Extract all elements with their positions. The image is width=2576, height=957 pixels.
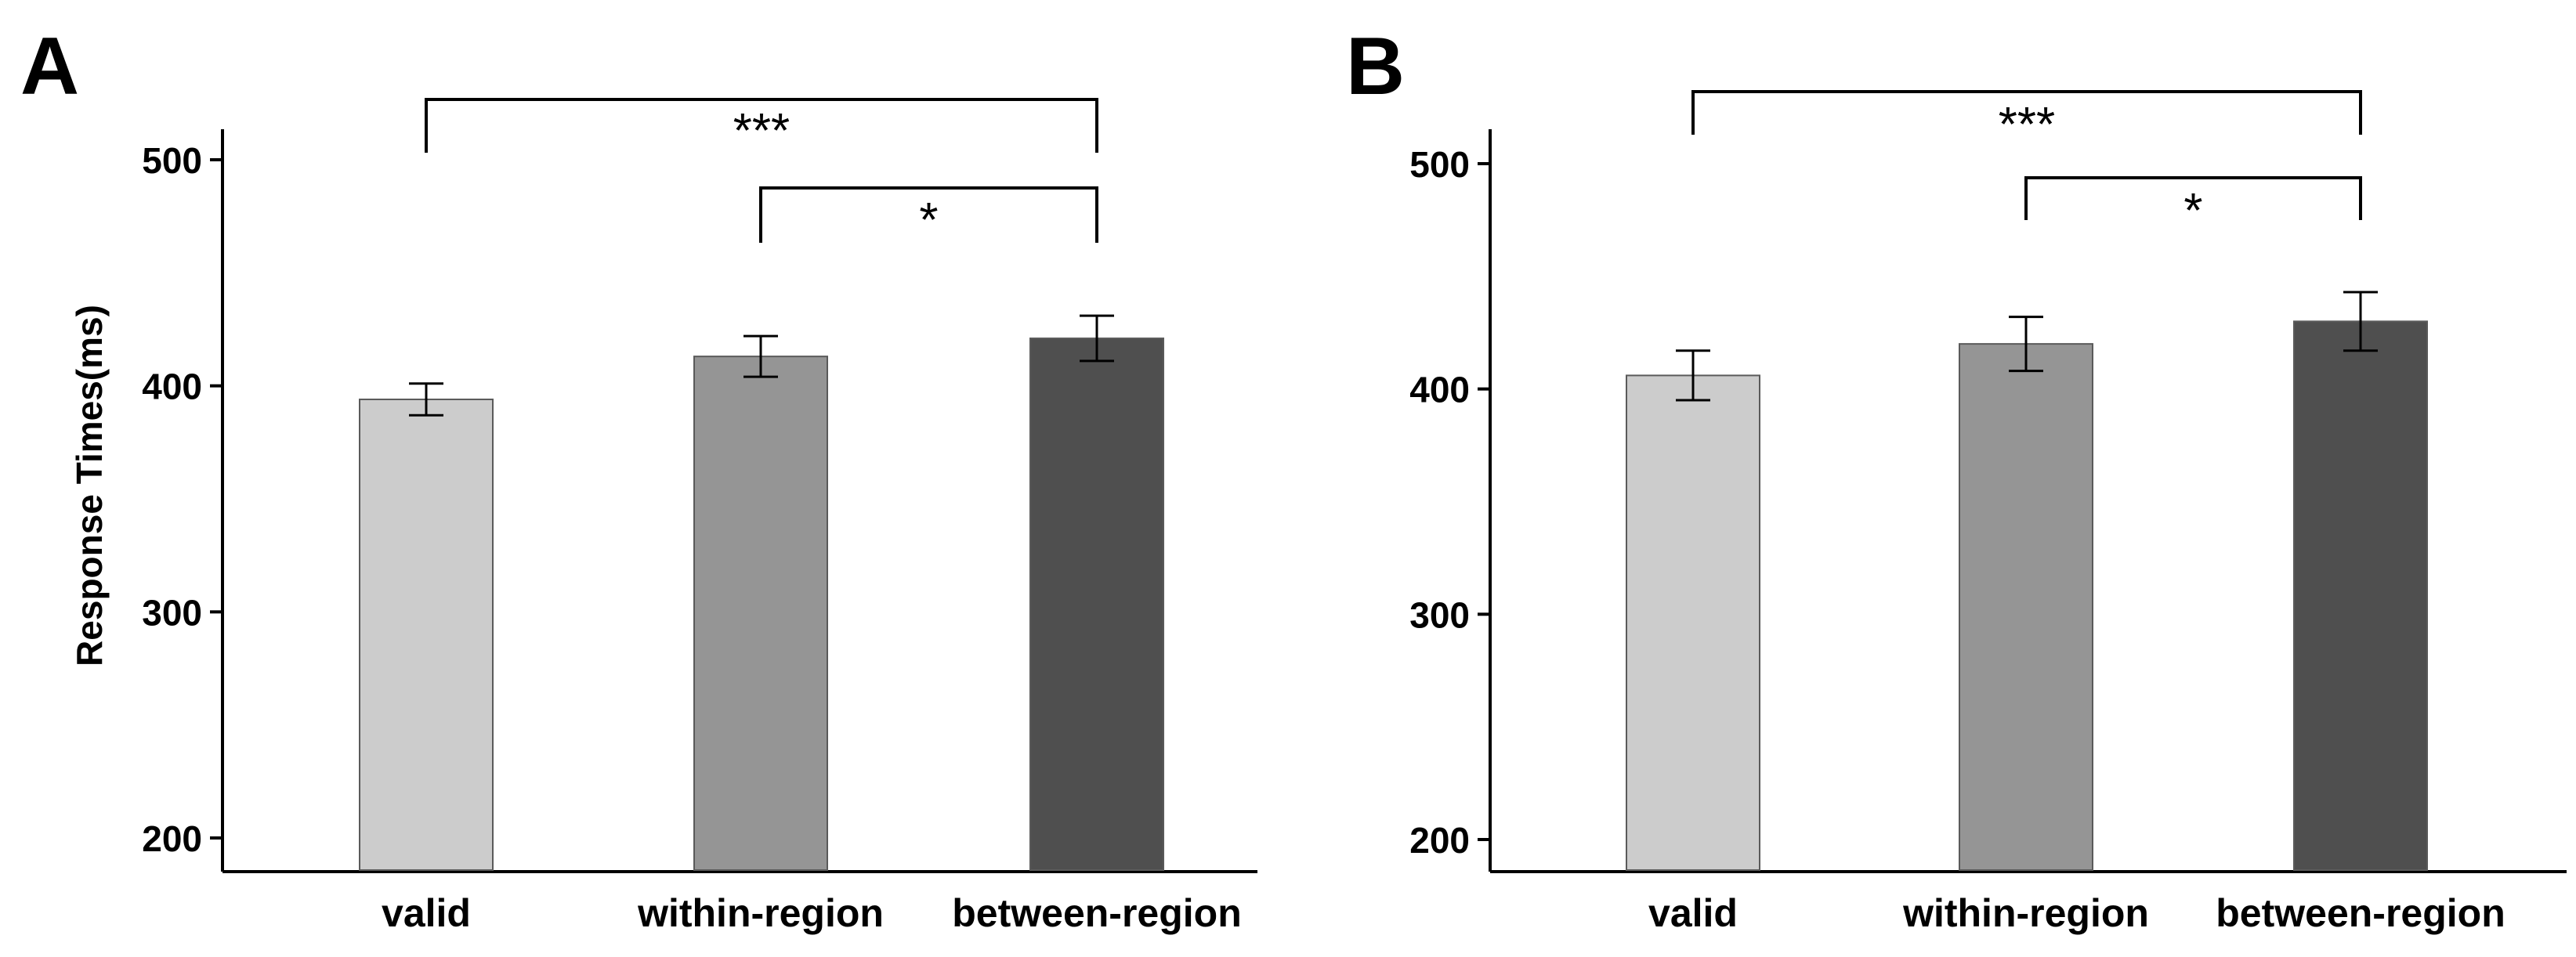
significance-bracket: [2024, 176, 2362, 220]
y-tick-label: 400: [142, 367, 202, 407]
panel-b: B 200 300 400 500 valid within-region between-r…: [1346, 21, 2567, 935]
x-tick-label: within-region: [1902, 891, 2149, 935]
bar-valid: [1626, 374, 1760, 871]
x-tick-label: between-region: [952, 891, 1241, 935]
bar-within-region: [693, 356, 828, 871]
bar-valid: [359, 398, 494, 871]
significance-label: ***: [733, 104, 790, 158]
bar-between-region: [2293, 320, 2428, 872]
significance-label: *: [919, 193, 938, 247]
panel-label: A: [20, 21, 79, 112]
x-tick-label: valid: [382, 891, 471, 935]
significance-bracket: [759, 186, 1098, 243]
y-tick-label: 500: [1409, 144, 1470, 185]
x-tick-label: within-region: [637, 891, 884, 935]
bar-between-region: [1029, 338, 1164, 871]
y-tick-label: 300: [142, 592, 202, 633]
y-axis-title: Response Times(ms): [69, 305, 110, 666]
panel-a: A 200 300 400 500 Response Times(ms) valid with…: [20, 21, 1257, 935]
x-tick-label: valid: [1648, 891, 1738, 935]
bar-within-region: [1959, 343, 2093, 871]
significance-label: *: [2183, 184, 2202, 238]
significance-bracket: [1691, 90, 2362, 135]
significance-label: ***: [1999, 98, 2055, 152]
y-tick-label: 500: [142, 140, 202, 181]
panel-label: B: [1346, 21, 1405, 112]
y-tick-label: 200: [142, 818, 202, 859]
y-tick-label: 200: [1409, 820, 1470, 861]
significance-bracket: [425, 98, 1098, 153]
y-tick-label: 400: [1409, 370, 1470, 410]
y-tick-label: 300: [1409, 594, 1470, 635]
x-tick-label: between-region: [2216, 891, 2505, 935]
